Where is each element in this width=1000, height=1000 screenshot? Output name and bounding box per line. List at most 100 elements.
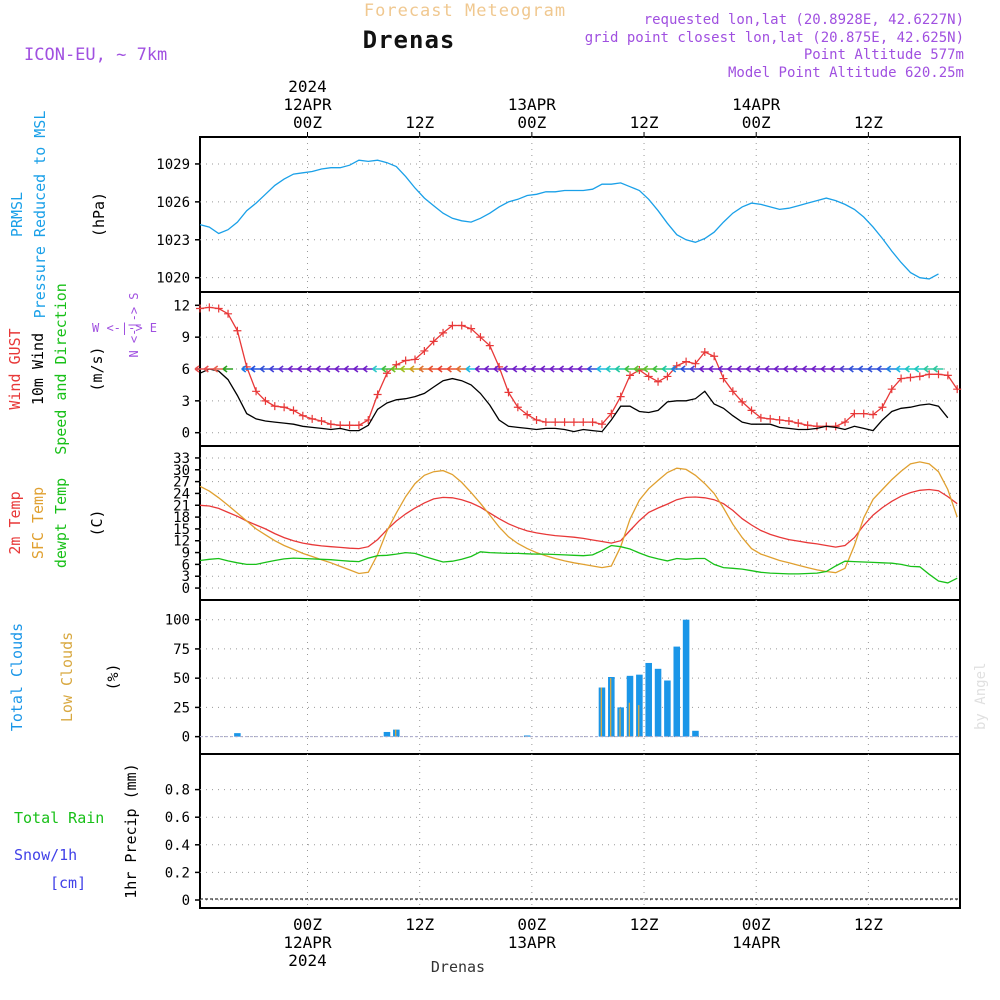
gust-marker	[280, 403, 289, 412]
y-tick-label: 50	[173, 671, 190, 687]
time-label-bottom: 12Z	[630, 915, 659, 934]
wind-direction-arrow	[792, 365, 804, 373]
meteogram-subtitle: Forecast Meteogram	[364, 1, 566, 21]
gust-marker	[644, 372, 653, 381]
wind-direction-arrow	[689, 365, 701, 373]
time-label-bottom: 13APR	[508, 933, 557, 952]
wind-direction-arrow	[605, 365, 617, 373]
gust-marker	[345, 421, 354, 430]
wind-direction-arrow	[512, 365, 523, 373]
cloud-bar-total	[645, 662, 652, 737]
gust-marker	[682, 357, 691, 366]
gust-marker	[373, 390, 382, 399]
wind-direction-arrow	[213, 365, 224, 373]
gust-marker	[831, 422, 840, 431]
wind-direction-arrow	[643, 365, 654, 373]
wind-direction-arrow	[904, 365, 916, 373]
gust-marker	[869, 410, 878, 419]
gust-marker	[925, 370, 934, 379]
gust-marker	[551, 418, 560, 427]
wind-direction-arrow	[241, 365, 252, 373]
gust-marker	[906, 373, 915, 382]
gust-marker	[485, 341, 494, 350]
wind-direction-arrow	[867, 365, 879, 373]
gust-marker	[252, 387, 261, 396]
compass-horizontal: W <-|-> E	[92, 321, 157, 335]
panel-label-temperature: dewpt Temp	[52, 478, 70, 568]
time-label-top: 12Z	[854, 113, 883, 132]
y-tick-label: 25	[173, 700, 190, 716]
panel-label-pressure: PRMSL	[8, 192, 26, 237]
y-tick-label: 15	[173, 522, 190, 538]
y-tick-label: 9	[182, 330, 190, 346]
requested-lonlat: requested lon,lat (20.8928E, 42.6227N)	[644, 12, 964, 28]
gust-marker	[784, 417, 793, 426]
y-tick-label: 0	[182, 581, 190, 597]
wind-direction-arrow	[811, 365, 822, 373]
wind-direction-arrow	[362, 365, 374, 373]
y-tick-label: 33	[173, 451, 190, 467]
gust-marker	[775, 415, 784, 424]
wind-direction-arrow	[372, 365, 383, 373]
precip-label-snow: Snow/1h	[14, 846, 77, 864]
gust-marker	[532, 415, 541, 424]
wind-direction-arrow	[325, 365, 336, 373]
gust-marker	[663, 372, 672, 381]
gust-marker	[504, 388, 513, 397]
precip-label-units: [cm]	[50, 874, 86, 892]
gust-marker	[270, 402, 279, 411]
wind-direction-arrow	[596, 365, 607, 373]
panel-frame-clouds	[199, 599, 961, 755]
wind-direction-arrow	[222, 365, 234, 373]
y-tick-label: 0	[182, 730, 190, 746]
gust-marker	[205, 303, 214, 312]
gust-marker	[719, 374, 728, 383]
y-tick-label: 75	[173, 642, 190, 658]
panel-label-temperature: 2m Temp	[6, 491, 24, 554]
time-label-top: 14APR	[732, 95, 781, 114]
compass-vertical: N <-|-> S	[127, 292, 141, 357]
gust-marker	[700, 348, 709, 357]
wind-direction-arrow	[839, 365, 851, 373]
gust-marker	[429, 337, 438, 346]
panel-label-clouds: (%)	[104, 663, 122, 690]
time-label-top: 12Z	[630, 113, 659, 132]
wind-direction-arrow	[671, 365, 682, 373]
gust-marker	[326, 420, 335, 429]
wind-direction-arrow	[203, 365, 215, 373]
gust-marker	[766, 414, 775, 423]
gust-marker	[626, 371, 635, 380]
wind-direction-arrow	[774, 365, 785, 373]
gust-marker	[439, 328, 448, 337]
y-tick-label: 0.4	[165, 838, 190, 854]
time-label-bottom: 12APR	[283, 933, 332, 952]
wind-direction-arrow	[484, 365, 495, 373]
y-tick-label: 18	[173, 510, 190, 526]
y-tick-label: 9	[182, 546, 190, 562]
wind-direction-arrow	[259, 365, 271, 373]
wind-direction-arrow	[661, 365, 673, 373]
wind-direction-arrow	[755, 365, 766, 373]
gust-marker	[850, 409, 859, 418]
gust-marker	[401, 356, 410, 365]
gust-marker	[915, 372, 924, 381]
panel-label-wind: 10m Wind	[29, 333, 47, 405]
wind-direction-arrow	[923, 365, 935, 373]
cloud-bar-low	[638, 705, 640, 737]
wind-direction-arrow	[400, 365, 411, 373]
y-tick-label: 1023	[156, 233, 190, 249]
y-tick-label: 30	[173, 463, 190, 479]
wind-direction-arrow	[278, 365, 290, 373]
gust-marker	[382, 369, 391, 378]
gust-marker	[467, 324, 476, 333]
time-label-top: 12APR	[283, 95, 332, 114]
wind-direction-arrow	[465, 365, 477, 373]
gust-marker	[943, 371, 952, 380]
y-tick-label: 6	[182, 362, 190, 378]
wind-direction-arrow	[353, 365, 364, 373]
wind-direction-arrow	[474, 365, 486, 373]
time-label-bottom: 14APR	[732, 933, 781, 952]
time-label-top: 2024	[288, 77, 327, 96]
cloud-bar-total	[664, 680, 671, 737]
gust-marker	[448, 321, 457, 330]
